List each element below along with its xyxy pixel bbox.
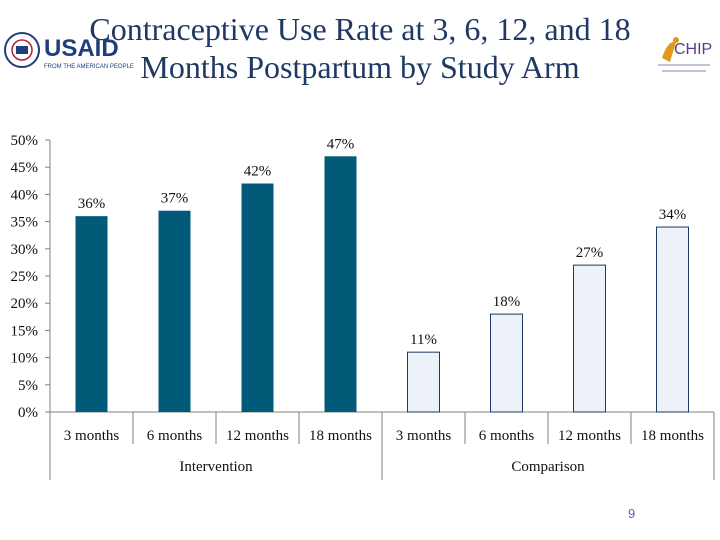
bar bbox=[407, 351, 440, 413]
figure-icon bbox=[662, 41, 676, 62]
bar-value-label: 37% bbox=[161, 191, 189, 207]
bar-value-label: 11% bbox=[410, 332, 437, 348]
page-number: 9 bbox=[628, 506, 636, 521]
bar bbox=[75, 216, 108, 412]
title-line-2: Months Postpartum by Study Arm bbox=[140, 49, 580, 85]
bar-value-label: 36% bbox=[78, 196, 106, 212]
category-labels: 3 months 6 months 12 months 18 months 3 mont… bbox=[64, 428, 704, 444]
bar bbox=[241, 183, 274, 412]
chip-logo: CHIP bbox=[658, 37, 712, 72]
value-labels: 36% 37% 42% 47% 11% 18% 27% 34% bbox=[78, 136, 687, 348]
usaid-tagline: FROM THE AMERICAN PEOPLE bbox=[44, 64, 134, 70]
bar-value-label: 18% bbox=[493, 294, 521, 310]
title-line-1: Contraceptive Use Rate at 3, 6, 12, and … bbox=[89, 11, 631, 47]
y-axis-ticks: 0% 5% 10% 15% 20% 25% 30% 35% 40% 45% 50% bbox=[11, 133, 50, 421]
usaid-logo: USAID FROM THE AMERICAN PEOPLE bbox=[4, 32, 134, 70]
x-category-label: 6 months bbox=[147, 428, 203, 444]
y-tick-label: 25% bbox=[11, 269, 39, 285]
group-labels: Intervention Comparison bbox=[179, 459, 585, 475]
y-tick-label: 10% bbox=[11, 351, 39, 367]
bar bbox=[490, 313, 523, 413]
bar-chart: 0% 5% 10% 15% 20% 25% 30% 35% 40% 45% 50% 36% 37% 42… bbox=[11, 133, 715, 480]
x-category-label: 6 months bbox=[479, 428, 535, 444]
y-tick-label: 20% bbox=[11, 296, 39, 312]
x-category-label: 3 months bbox=[64, 428, 120, 444]
bar bbox=[324, 156, 357, 412]
y-tick-label: 30% bbox=[11, 242, 39, 258]
y-tick-label: 0% bbox=[18, 405, 38, 421]
bar-value-label: 47% bbox=[327, 136, 355, 152]
bars bbox=[75, 156, 689, 413]
y-tick-label: 15% bbox=[11, 323, 39, 339]
bar-value-label: 27% bbox=[576, 245, 604, 261]
y-tick-label: 50% bbox=[11, 133, 39, 149]
bar-value-label: 34% bbox=[659, 207, 687, 223]
slide-title: Contraceptive Use Rate at 3, 6, 12, and … bbox=[0, 10, 720, 86]
x-category-label: 18 months bbox=[309, 428, 372, 444]
y-tick-label: 40% bbox=[11, 187, 39, 203]
x-group-label: Intervention bbox=[179, 459, 253, 475]
y-tick-label: 5% bbox=[18, 378, 38, 394]
x-category-label: 18 months bbox=[641, 428, 704, 444]
bar bbox=[573, 264, 606, 413]
y-tick-label: 35% bbox=[11, 215, 39, 231]
x-group-label: Comparison bbox=[511, 459, 585, 475]
x-category-label: 12 months bbox=[226, 428, 289, 444]
bar-value-label: 42% bbox=[244, 164, 272, 180]
x-category-label: 3 months bbox=[396, 428, 452, 444]
bar bbox=[158, 210, 191, 412]
chip-wordmark: CHIP bbox=[674, 41, 712, 58]
bar bbox=[656, 226, 689, 413]
y-tick-label: 45% bbox=[11, 160, 39, 176]
x-category-label: 12 months bbox=[558, 428, 621, 444]
usaid-wordmark: USAID bbox=[44, 35, 119, 62]
